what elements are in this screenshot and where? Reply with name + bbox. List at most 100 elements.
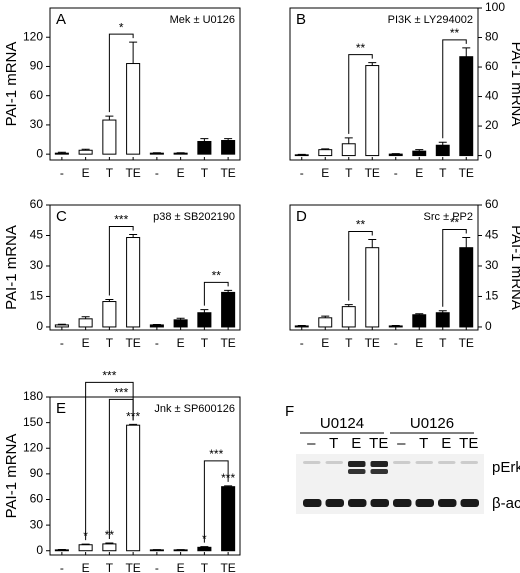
band xyxy=(303,499,322,507)
x-tick-label: - xyxy=(60,561,64,573)
x-tick-label: - xyxy=(155,561,159,573)
x-tick-label: - xyxy=(300,166,304,180)
y-tick-label: 100 xyxy=(485,0,505,14)
bar xyxy=(318,149,333,157)
lane-label: TE xyxy=(369,435,388,452)
band xyxy=(370,461,388,467)
y-tick-label: 0 xyxy=(36,543,43,557)
significance-bracket xyxy=(108,225,134,296)
significance-bracket xyxy=(348,231,373,301)
x-tick-label: T xyxy=(106,336,114,350)
x-tick-label: TE xyxy=(365,336,380,350)
error-bar xyxy=(105,542,114,544)
band xyxy=(325,461,343,464)
bar xyxy=(54,324,69,328)
x-tick-label: TE xyxy=(220,166,235,180)
bar xyxy=(197,140,212,155)
x-tick-label: T xyxy=(439,336,447,350)
error-bar xyxy=(129,41,138,64)
bar xyxy=(341,143,356,157)
significance: *** xyxy=(102,369,116,383)
bar xyxy=(318,317,333,328)
bar xyxy=(221,486,236,552)
x-tick-label: E xyxy=(415,336,423,350)
lane-label: – xyxy=(307,435,316,452)
significance-bracket xyxy=(108,398,134,540)
x-tick-label: E xyxy=(321,336,329,350)
plot-frame xyxy=(289,7,479,161)
band xyxy=(393,461,411,464)
x-tick-label: E xyxy=(177,561,185,573)
panel-label: Mek ± U0126 xyxy=(170,14,235,26)
y-tick-label: 15 xyxy=(485,289,499,303)
error-bar xyxy=(344,304,353,307)
bar xyxy=(365,65,380,157)
bar xyxy=(173,152,188,155)
y-tick-label: 0 xyxy=(36,146,43,160)
band xyxy=(460,499,479,507)
band xyxy=(438,461,456,464)
y-tick-label: 0 xyxy=(36,319,43,333)
significance: ** xyxy=(450,216,460,230)
x-tick-label: TE xyxy=(125,336,140,350)
group-label: U0124 xyxy=(320,415,364,432)
band xyxy=(415,461,433,464)
bar xyxy=(459,247,474,328)
significance-bracket xyxy=(203,460,229,543)
bar xyxy=(435,312,450,328)
error-bar xyxy=(176,317,185,320)
error-bar xyxy=(462,47,471,57)
bar xyxy=(126,424,141,552)
x-tick-label: T xyxy=(106,166,114,180)
y-tick-label: 150 xyxy=(23,415,43,429)
band xyxy=(415,499,434,507)
significance-bracket xyxy=(203,281,229,306)
x-tick-label: TE xyxy=(459,336,474,350)
x-tick-label: - xyxy=(394,166,398,180)
y-tick-label: 60 xyxy=(30,197,44,211)
error-bar xyxy=(321,315,330,318)
x-tick-label: T xyxy=(345,336,353,350)
y-tick-label: 15 xyxy=(30,289,44,303)
error-bar xyxy=(438,141,447,146)
y-tick-label: 90 xyxy=(30,59,44,73)
significance: *** xyxy=(221,471,235,485)
y-tick-label: 30 xyxy=(30,258,44,272)
x-tick-label: T xyxy=(345,166,353,180)
band xyxy=(348,469,366,474)
x-tick-label: E xyxy=(177,336,185,350)
x-tick-label: E xyxy=(82,166,90,180)
y-axis-label: PAI-1 mRNA xyxy=(3,434,20,519)
y-tick-label: 60 xyxy=(30,88,44,102)
error-bar xyxy=(415,313,424,315)
bar xyxy=(388,325,403,328)
error-bar xyxy=(105,115,114,121)
error-bar xyxy=(81,148,90,151)
panel-letter: E xyxy=(56,400,66,417)
y-axis-label: PAI-1 mRNA xyxy=(508,225,520,310)
bar xyxy=(412,150,427,157)
significance: *** xyxy=(209,447,223,461)
error-bar xyxy=(105,299,114,302)
bar xyxy=(388,153,403,157)
bar xyxy=(341,306,356,328)
error-bar xyxy=(344,137,353,144)
x-tick-label: E xyxy=(82,561,90,573)
error-bar xyxy=(129,423,138,426)
y-tick-label: 0 xyxy=(485,319,492,333)
group-label: U0126 xyxy=(410,415,454,432)
significance: ** xyxy=(356,41,366,55)
bar xyxy=(54,152,69,155)
bar xyxy=(412,314,427,328)
bar xyxy=(102,301,117,328)
panel-letter: F xyxy=(285,403,294,420)
significance: * xyxy=(83,529,88,543)
plot-frame xyxy=(49,7,241,161)
error-bar xyxy=(462,237,471,248)
error-bar xyxy=(438,310,447,313)
bar xyxy=(197,546,212,552)
error-bar xyxy=(200,138,209,142)
y-tick-label: 30 xyxy=(30,517,44,531)
